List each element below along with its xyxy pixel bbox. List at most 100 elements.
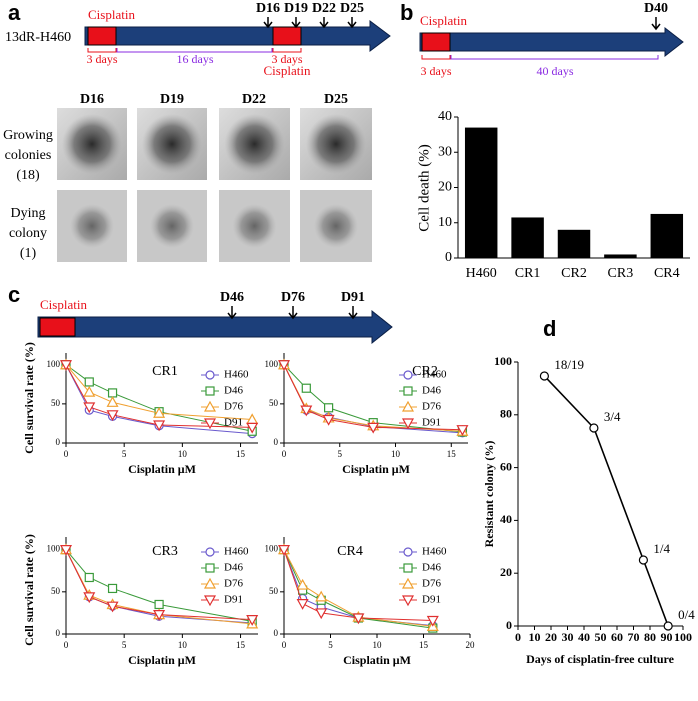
marker (246, 422, 259, 434)
column-header: D25 (324, 92, 348, 107)
marker (296, 578, 309, 590)
marker (277, 360, 291, 371)
legend-marker (205, 386, 215, 396)
timeline-arrow (419, 26, 684, 58)
legend-marker (403, 386, 413, 396)
day-label: D46 (220, 290, 244, 305)
row-label: Dying (11, 206, 46, 221)
marker (84, 572, 94, 583)
bracket (87, 48, 117, 53)
x-tick-label: CR3 (608, 266, 634, 281)
point-label: 0/4 (678, 607, 695, 622)
x-axis-label: Cisplatin μM (343, 653, 411, 667)
x-axis-label: Cisplatin μM (128, 462, 196, 476)
x-tick-label: 40 (578, 630, 590, 644)
chart-title: CR1 (152, 364, 178, 379)
day-arrow (651, 17, 661, 31)
day-label: D91 (341, 290, 365, 305)
y-tick-label: 0 (274, 437, 279, 447)
legend-marker (203, 577, 217, 589)
duration: 3 days (272, 52, 303, 66)
x-tick-label: 30 (562, 630, 574, 644)
timeline-arrow (37, 309, 393, 345)
marker (352, 613, 365, 625)
marker (59, 360, 73, 371)
bar (557, 229, 591, 258)
legend-label: D46 (422, 562, 441, 574)
day-arrow (263, 17, 357, 29)
legend-marker (403, 563, 413, 573)
row-label: colony (9, 226, 47, 241)
x-tick-label: CR1 (515, 266, 541, 281)
x-tick-label: 5 (122, 449, 127, 459)
bar (604, 254, 637, 258)
marker (456, 425, 469, 436)
bracket (272, 48, 302, 53)
bar (511, 217, 544, 258)
legend-label: D76 (422, 578, 441, 590)
y-tick-label: 100 (47, 544, 61, 554)
legend-marker (401, 595, 415, 607)
legend-label: D76 (224, 401, 243, 413)
x-tick-label: 15 (447, 449, 457, 459)
column-header: D19 (160, 92, 184, 107)
duration: 40 days (537, 64, 574, 78)
y-tick-label: 10 (438, 215, 452, 230)
legend-marker (401, 418, 415, 430)
drug-box (421, 32, 451, 52)
y-tick-label: 100 (494, 354, 512, 368)
x-tick-label: 15 (419, 640, 429, 650)
duration: 16 days (177, 52, 214, 66)
colony (150, 204, 194, 248)
legend-marker (403, 370, 413, 380)
panel-letter: d (543, 316, 556, 341)
x-tick-label: 15 (236, 449, 246, 459)
y-tick-label: 40 (500, 512, 512, 526)
x-tick-label: 5 (122, 640, 127, 650)
drug-label: Cisplatin (420, 13, 467, 28)
y-tick-label: 30 (438, 144, 452, 159)
legend-marker (203, 418, 217, 430)
x-tick-label: 10 (391, 449, 401, 459)
y-tick-label: 0 (506, 618, 512, 632)
bracket (421, 55, 451, 60)
bar (650, 213, 684, 258)
y-tick-label: 0 (56, 628, 61, 638)
x-tick-label: 20 (466, 640, 476, 650)
marker (315, 590, 328, 602)
x-tick-label: 100 (674, 630, 692, 644)
x-tick-label: 10 (178, 449, 188, 459)
y-tick-label: 0 (56, 437, 61, 447)
legend-marker (403, 547, 413, 557)
legend-marker (205, 547, 215, 557)
colony (70, 204, 114, 248)
x-tick-label: CR4 (654, 266, 680, 281)
colony (314, 204, 358, 248)
y-tick-label: 20 (500, 565, 512, 579)
marker (315, 608, 328, 620)
y-tick-label: 50 (269, 586, 279, 596)
legend-label: H460 (422, 369, 447, 381)
x-tick-label: 50 (595, 630, 607, 644)
point-label: 18/19 (554, 357, 584, 372)
x-axis-label: Cisplatin μM (342, 462, 410, 476)
y-tick-label: 80 (500, 407, 512, 421)
x-tick-label: 0 (282, 449, 287, 459)
x-tick-label: 80 (644, 630, 656, 644)
legend-marker (401, 400, 415, 412)
panel-letter: a (8, 0, 21, 25)
y-tick-label: 100 (47, 359, 61, 369)
x-tick-label: H460 (466, 266, 497, 281)
duration: 3 days (87, 52, 118, 66)
marker (324, 403, 334, 413)
legend-label: D46 (224, 385, 243, 397)
marker (246, 615, 259, 626)
legend-label: D76 (224, 578, 243, 590)
marker (83, 592, 96, 604)
y-tick-label: 60 (500, 459, 512, 473)
y-tick-label: 0 (274, 628, 279, 638)
colony (306, 114, 366, 174)
day-label: D16 (256, 1, 280, 16)
marker (107, 388, 118, 398)
